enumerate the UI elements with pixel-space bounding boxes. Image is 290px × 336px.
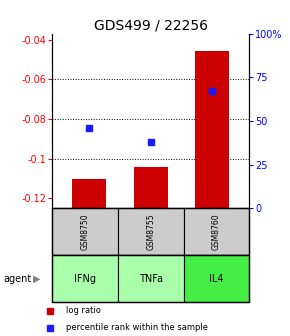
Title: GDS499 / 22256: GDS499 / 22256 [94,18,208,33]
Text: percentile rank within the sample: percentile rank within the sample [66,323,208,332]
Bar [118,255,184,302]
Bar [72,178,106,208]
Text: IFNg: IFNg [74,274,96,284]
Text: GSM8755: GSM8755 [146,213,155,250]
Text: IL4: IL4 [209,274,224,284]
Text: agent: agent [3,274,31,284]
Text: GSM8760: GSM8760 [212,213,221,250]
Bar [195,51,229,208]
Text: GSM8750: GSM8750 [81,213,90,250]
Bar [52,255,118,302]
Bar [118,208,184,255]
Text: ▶: ▶ [33,274,41,284]
Bar [184,255,249,302]
Bar [134,167,168,208]
Bar [184,208,249,255]
Text: log ratio: log ratio [66,306,100,315]
Bar [52,208,118,255]
Text: TNFa: TNFa [139,274,163,284]
